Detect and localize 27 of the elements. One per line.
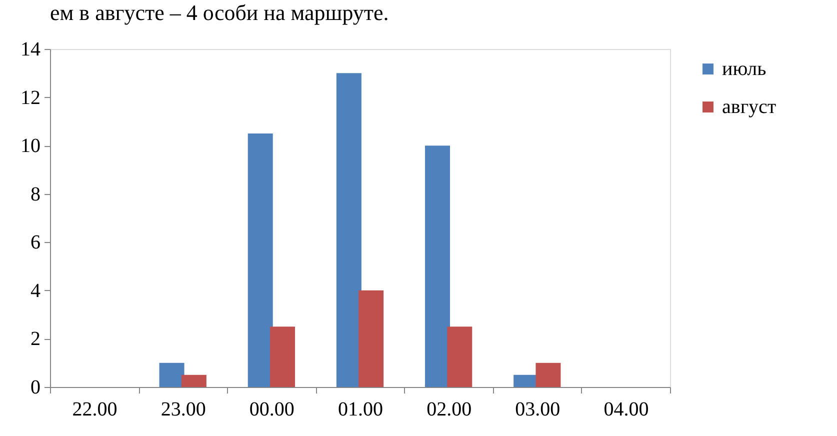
bar bbox=[159, 362, 184, 387]
y-tick-label: 6 bbox=[30, 232, 40, 254]
legend-label: август bbox=[722, 96, 776, 118]
y-tick-label: 14 bbox=[20, 38, 40, 60]
bar bbox=[358, 290, 384, 387]
bar bbox=[425, 146, 450, 387]
bar bbox=[336, 73, 362, 387]
y-tick-label: 0 bbox=[30, 376, 40, 398]
bar bbox=[270, 326, 295, 387]
legend-label: июль bbox=[722, 58, 766, 80]
x-tick-label: 00.00 bbox=[249, 398, 294, 420]
bar bbox=[536, 362, 561, 387]
y-tick-label: 2 bbox=[30, 328, 40, 350]
x-tick-label: 03.00 bbox=[515, 398, 560, 420]
bar bbox=[181, 374, 206, 387]
x-tick-label: 01.00 bbox=[338, 398, 383, 420]
y-tick-label: 8 bbox=[30, 183, 40, 206]
y-tick-label: 10 bbox=[20, 135, 40, 158]
x-tick-label: 22.00 bbox=[72, 398, 118, 420]
x-tick-label: 02.00 bbox=[426, 398, 472, 420]
y-tick-label: 4 bbox=[30, 280, 40, 302]
y-tick-label: 12 bbox=[20, 86, 40, 109]
bar bbox=[248, 134, 273, 387]
bar bbox=[447, 326, 472, 387]
x-tick-label: 04.00 bbox=[604, 398, 649, 420]
text: ем в августе – 4 особи на маршруте. bbox=[50, 0, 389, 25]
x-tick-label: 23.00 bbox=[160, 398, 206, 420]
